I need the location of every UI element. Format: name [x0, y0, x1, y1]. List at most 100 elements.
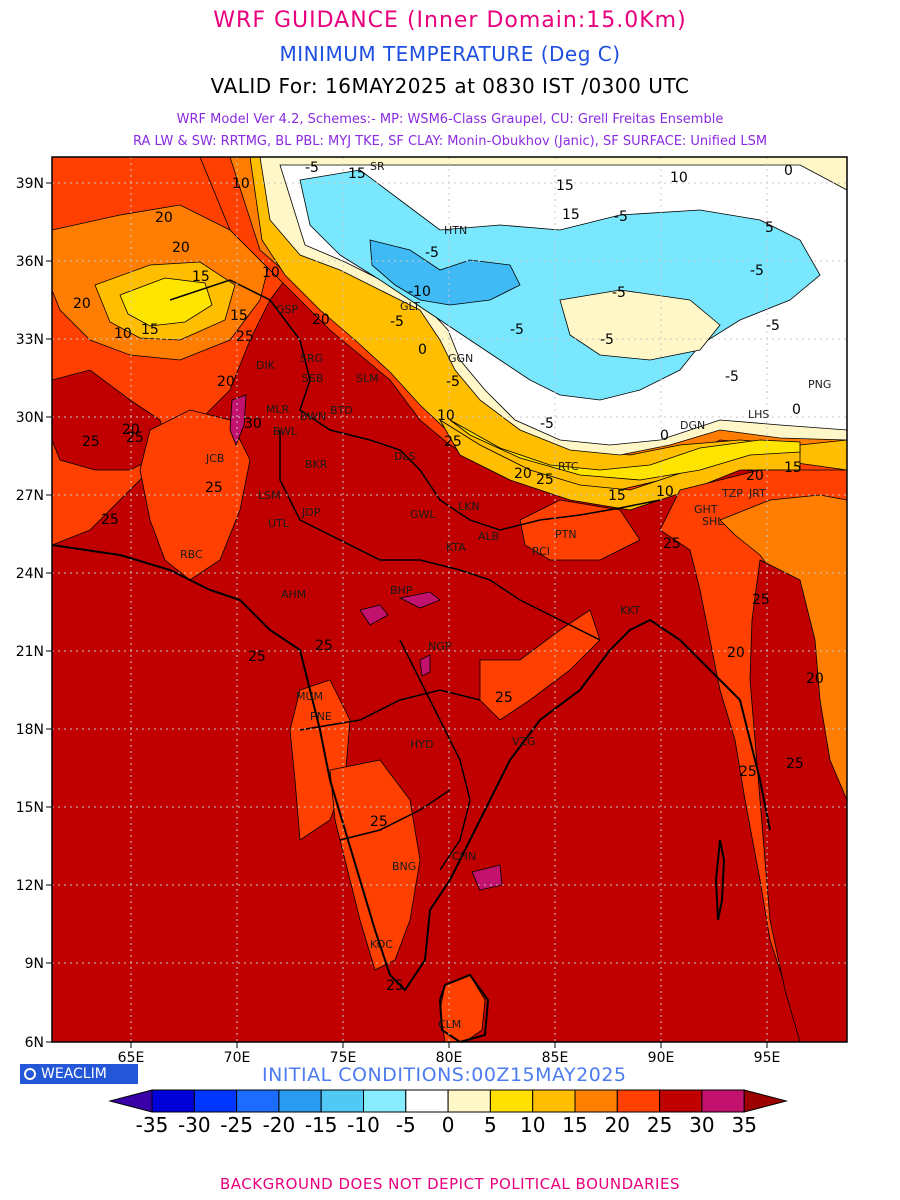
station-label: CLM	[438, 1018, 461, 1031]
contour-label: 15	[230, 308, 248, 324]
contour-label: 10	[232, 176, 250, 192]
contour-label: 25	[315, 638, 333, 654]
contour-label: -5	[612, 285, 626, 301]
contour-label: -5	[446, 374, 460, 390]
field-west-ghats-20	[329, 759, 421, 971]
lat-tick-label: 39N	[16, 176, 44, 192]
colorbar-label: 10	[520, 1113, 545, 1137]
station-label: RBC	[180, 548, 203, 561]
hotspot-5	[419, 654, 431, 677]
colorbar-segment	[574, 1089, 618, 1113]
lon-tick-label: 75E	[330, 1050, 357, 1066]
station-label: RCI	[532, 545, 550, 558]
contour-label: -5	[305, 160, 319, 176]
colorbar-label: -10	[347, 1113, 380, 1137]
contour-label: 15	[608, 488, 626, 504]
contour-label: 5	[765, 220, 774, 236]
lat-labels: 39N 36N 33N 30N 27N 24N 21N 18N 15N 12N …	[16, 176, 44, 1051]
station-label: LKN	[458, 500, 480, 513]
field-west-5	[119, 277, 213, 327]
srilanka-outline	[438, 973, 490, 1042]
station-label: GSP	[276, 303, 299, 316]
contour-label: 25	[663, 536, 681, 552]
colorbar-segment	[151, 1089, 195, 1113]
field-ne-band-5	[449, 419, 801, 481]
contour-label: 25	[205, 480, 223, 496]
station-label: GGN	[448, 352, 473, 365]
station-label: BHP	[390, 584, 413, 597]
station-label: SHL	[702, 515, 724, 528]
contour-label: 25	[495, 690, 513, 706]
station-label: TZP	[721, 487, 743, 500]
station-label: ALB	[478, 530, 499, 543]
disclaimer: BACKGROUND DOES NOT DEPICT POLITICAL BOU…	[220, 1175, 680, 1193]
contour-label: -5	[540, 416, 554, 432]
hotspot-1	[229, 394, 247, 447]
initial-conditions: INITIAL CONDITIONS:00Z15MAY2025	[262, 1064, 627, 1086]
station-label: BNG	[392, 860, 416, 873]
contour-label: 25	[752, 592, 770, 608]
station-label: AHM	[281, 588, 306, 601]
field-tibet-colder	[369, 239, 521, 306]
colorbar-segment	[701, 1089, 745, 1113]
station-label: KKT	[620, 604, 641, 617]
contour-label: 10	[437, 408, 455, 424]
contour-label: -5	[390, 314, 404, 330]
colorbar-segment	[320, 1089, 365, 1113]
contour-label: 20	[746, 468, 764, 484]
station-label: JRT	[748, 487, 766, 500]
lat-tick-label: 12N	[16, 878, 44, 894]
station-labels: SR HTN GLT GGN SLM DLS BTD SRG DIK SSB M…	[180, 160, 831, 1031]
contour-label: -5	[614, 209, 628, 225]
lat-tick-label: 33N	[16, 332, 44, 348]
lat-tick-label: 15N	[16, 800, 44, 816]
field-east-coast-20	[479, 609, 601, 721]
station-label: CHN	[452, 850, 476, 863]
lat-tick-label: 24N	[16, 566, 44, 582]
contour-label: 20	[122, 422, 140, 438]
contour-label: 25	[126, 430, 144, 446]
lat-tick-label: 36N	[16, 254, 44, 270]
colorbar-label: -15	[305, 1113, 338, 1137]
station-label: NGP	[428, 640, 452, 653]
coastline	[52, 544, 771, 992]
contour-label: 25	[82, 434, 100, 450]
contour-label: 20	[217, 374, 235, 390]
lon-tick-label: 65E	[118, 1050, 145, 1066]
colorbar-segment	[532, 1089, 576, 1113]
contour-label: 10	[670, 170, 688, 186]
colorbar-segment	[489, 1089, 534, 1113]
contour-label: 20	[312, 312, 330, 328]
station-label: PTN	[555, 528, 577, 541]
station-label: DGN	[680, 419, 705, 432]
station-label: GLT	[400, 300, 420, 313]
contour-label: 20	[514, 466, 532, 482]
station-label: LSM	[258, 489, 281, 502]
hotspot-2	[359, 604, 389, 626]
colorbar-segment	[278, 1089, 322, 1113]
colorbar-segment	[447, 1089, 491, 1113]
contour-label: 20	[73, 296, 91, 312]
colorbar-right-arrow	[743, 1089, 789, 1113]
boundary-3	[399, 639, 471, 871]
contour-label: 25	[101, 512, 119, 528]
station-label: BKR	[305, 458, 328, 471]
contour-label: 25	[236, 329, 254, 345]
station-label: BTD	[330, 404, 353, 417]
colorbar-segment	[616, 1089, 661, 1113]
contour-label: 30	[244, 416, 262, 432]
contour-label: 25	[536, 472, 554, 488]
contour-label: 15	[562, 207, 580, 223]
colorbar-segment	[405, 1089, 449, 1113]
lat-tick-label: 18N	[16, 722, 44, 738]
contour-label: -5	[510, 322, 524, 338]
colorbar-label: 35	[731, 1113, 756, 1137]
lon-tick-label: 90E	[648, 1050, 675, 1066]
contour-labels: -5 10 15 15 10 0 20 20 15 -5 5 -5 -5 15 …	[73, 160, 824, 994]
station-label: HTN	[444, 224, 467, 237]
station-label: SSB	[302, 372, 324, 385]
station-label: BWL	[273, 425, 298, 438]
contour-label: -5	[425, 245, 439, 261]
colorbar-label: 0	[442, 1113, 455, 1137]
